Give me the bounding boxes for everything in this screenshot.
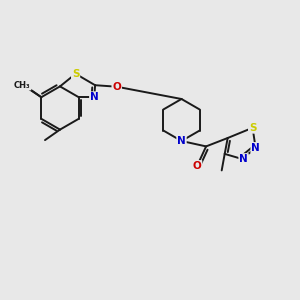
- Text: N: N: [90, 92, 99, 102]
- Text: N: N: [251, 143, 260, 153]
- Text: O: O: [112, 82, 121, 92]
- Text: S: S: [72, 69, 79, 79]
- Text: O: O: [193, 161, 202, 171]
- Text: CH₃: CH₃: [14, 81, 31, 90]
- Text: N: N: [239, 154, 248, 164]
- Text: N: N: [177, 136, 186, 146]
- Text: S: S: [249, 123, 256, 133]
